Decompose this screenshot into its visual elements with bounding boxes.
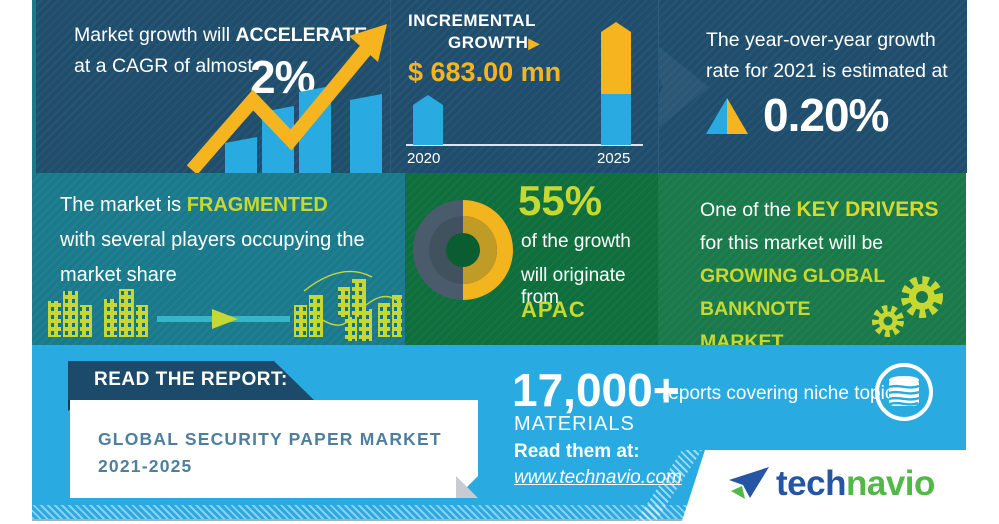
- left-accent-strip: [32, 0, 36, 173]
- panel-footer: READ THE REPORT: GLOBAL SECURITY PAPER M…: [32, 345, 966, 521]
- technavio-wordmark: technavio: [776, 464, 935, 504]
- report-title: GLOBAL SECURITY PAPER MARKET 2021-2025: [98, 426, 442, 480]
- yoy-value: 0.20%: [763, 89, 889, 141]
- market-growth-line2: at a CAGR of almost: [74, 55, 253, 77]
- apac-line2: will originate from: [521, 265, 626, 308]
- panel-fragmented: The market is FRAGMENTED with several pl…: [32, 173, 405, 345]
- panel-yoy-growth: The year-over-year growth rate for 2021 …: [658, 0, 967, 173]
- database-cylinder-icon: [888, 376, 920, 406]
- apac-share-value: 55%: [518, 177, 603, 224]
- buildings-right-cluster: [294, 270, 402, 341]
- yoy-line2: rate for 2021 is estimated at: [706, 60, 948, 82]
- card-corner-fold: [456, 476, 478, 498]
- drivers-line2: for this market will be: [700, 232, 884, 254]
- yoy-line1: The year-over-year growth: [706, 29, 936, 51]
- incremental-bar-chart: [406, 22, 643, 146]
- incremental-growth-value: $ 683.00 mn: [408, 57, 562, 87]
- panel-incremental-growth: INCREMENTAL GROWTH▶ $ 683.00 mn 2020 202…: [390, 0, 659, 173]
- incremental-growth-title: INCREMENTAL GROWTH▶: [408, 10, 540, 54]
- buildings-left-cluster: [48, 289, 148, 337]
- drivers-line3: GROWING GLOBAL BANKNOTE: [700, 265, 885, 320]
- market-growth-accelerate: ACCELERATE: [235, 24, 368, 46]
- fragmented-prefix: The market is: [60, 194, 187, 216]
- drivers-prefix: One of the: [700, 199, 797, 221]
- panel-key-drivers: One of the KEY DRIVERS for this market w…: [658, 173, 966, 345]
- brand-part-navio: navio: [845, 464, 935, 503]
- fragmented-text: The market is FRAGMENTED with several pl…: [60, 188, 365, 293]
- report-title-line1: GLOBAL SECURITY PAPER MARKET: [98, 429, 442, 449]
- technavio-plane-icon: [729, 467, 769, 499]
- year-start-label: 2020: [407, 150, 441, 167]
- incremental-title-line2: GROWTH: [448, 33, 529, 52]
- technavio-logo: technavio: [728, 464, 935, 504]
- chevron-decoration: [659, 34, 709, 140]
- yoy-text: The year-over-year growth rate for 2021 …: [706, 25, 948, 87]
- report-count: 17,000+: [512, 364, 680, 416]
- apac-line1: of the growth: [521, 231, 631, 252]
- key-drivers-text: One of the KEY DRIVERS for this market w…: [700, 193, 966, 345]
- arrowhead-icon: [212, 309, 238, 329]
- gears-icon: [872, 276, 943, 337]
- market-growth-text: Market growth will ACCELERATE at a CAGR …: [74, 20, 367, 82]
- brand-panel: technavio: [682, 450, 966, 521]
- drivers-line4: MARKET: [700, 331, 784, 345]
- incremental-title-line1: INCREMENTAL: [408, 11, 536, 30]
- fragmented-line3: market share: [60, 264, 177, 286]
- report-title-line2: 2021-2025: [98, 456, 193, 476]
- read-report-banner: READ THE REPORT:: [68, 361, 314, 400]
- market-players-illustration: [48, 270, 402, 341]
- report-count-caption: reports covering niche topics: [662, 383, 904, 404]
- arrow-right-icon: ▶: [528, 35, 540, 51]
- panel-apac: 55% of the growth will originate from AP…: [405, 173, 658, 345]
- brand-part-tech: tech: [776, 464, 846, 503]
- technavio-url-link[interactable]: www.technavio.com: [514, 467, 682, 488]
- report-card: GLOBAL SECURITY PAPER MARKET 2021-2025: [70, 400, 478, 498]
- panel-market-growth: Market growth will ACCELERATE at a CAGR …: [32, 0, 390, 173]
- read-them-at-label: Read them at:: [514, 441, 640, 462]
- fragmented-highlight: FRAGMENTED: [186, 194, 328, 216]
- reports-database-icon: [875, 363, 933, 421]
- drivers-highlight: KEY DRIVERS: [796, 198, 939, 221]
- growth-arrow-chart: [187, 24, 387, 173]
- apac-region-label: APAC: [521, 297, 586, 322]
- read-report-label: READ THE REPORT:: [94, 369, 288, 390]
- market-growth-line1: Market growth will: [74, 24, 236, 46]
- growth-triangle-icon: [706, 98, 748, 134]
- category-label: MATERIALS: [514, 413, 635, 435]
- fragmented-line2: with several players occupying the: [60, 229, 365, 251]
- year-end-label: 2025: [597, 150, 631, 167]
- apac-donut-chart: [413, 200, 513, 300]
